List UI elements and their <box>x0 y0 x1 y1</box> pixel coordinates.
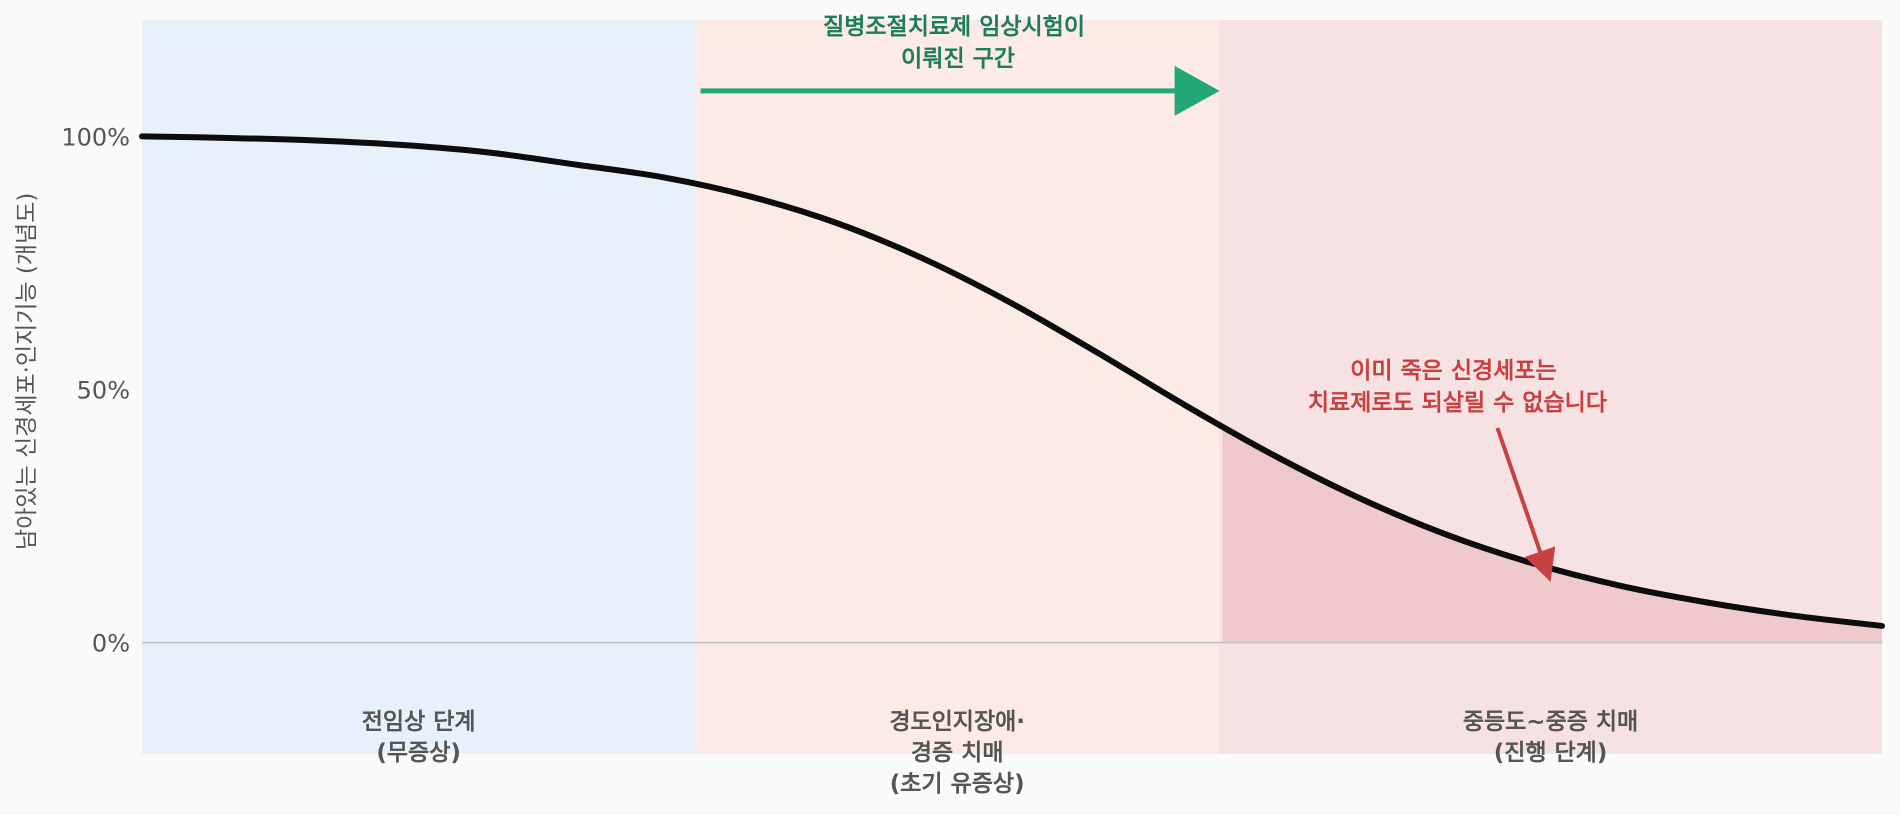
y-axis: 0% 50% 100% <box>61 123 130 657</box>
trial-label-line-2: 이뤄진 구간 <box>901 46 1015 72</box>
phase-label-3-line-2: (진행 단계) <box>1494 740 1608 766</box>
dead-cells-arrow <box>1495 427 1556 582</box>
shaded-area <box>1222 426 1882 643</box>
phase-labels: 전임상 단계 (무증상) 경도인지장애· 경증 치매 (초기 유증상) 중등도~중증 치매… <box>362 709 1638 797</box>
phase-label-1: 전임상 단계 (무증상) <box>362 709 476 766</box>
irreversible-region <box>1222 426 1882 643</box>
series-line <box>139 133 1885 629</box>
phase-band-1 <box>142 20 696 754</box>
phase-label-1-line-2: (무증상) <box>376 740 461 766</box>
y-tick-label: 100% <box>61 123 130 151</box>
trial-label-line-1: 질병조절치료제 임상시험이 <box>823 14 1085 40</box>
phase-band-2 <box>695 20 1220 754</box>
phase-label-2-line-2: 경증 치매 <box>911 740 1004 766</box>
phase-bands <box>142 20 1882 754</box>
y-axis-label: 남아있는 신경세포·인지기능 (개념도) <box>14 193 40 550</box>
y-tick-label: 0% <box>92 630 130 658</box>
phase-label-3-line-1: 중등도~중증 치매 <box>1463 709 1638 735</box>
dead-cells-label-line-2: 치료제로도 되살릴 수 없습니다 <box>1308 390 1607 416</box>
trial-annotation: 질병조절치료제 임상시험이 이뤄진 구간 <box>700 14 1220 116</box>
dead-cells-annotation: 이미 죽은 신경세포는 치료제로도 되살릴 수 없습니다 <box>1308 358 1607 582</box>
series-group <box>139 133 1885 629</box>
phase-label-1-line-1: 전임상 단계 <box>362 709 476 735</box>
phase-band-3 <box>1219 20 1882 754</box>
y-tick-label: 50% <box>77 377 130 405</box>
svg-text:질병조절치료제 임상시험이 이뤄진 구간: 질병조절치료제 임상시험이 이뤄진 구간 <box>823 14 1093 72</box>
phase-label-3: 중등도~중증 치매 (진행 단계) <box>1463 709 1638 766</box>
phase-label-2-line-3: (초기 유증상) <box>890 771 1025 797</box>
phase-label-2: 경도인지장애· 경증 치매 (초기 유증상) <box>889 709 1025 797</box>
svg-text:이미 죽은 신경세포는 치료제로도 되살릴 수: 이미 죽은 신경세포는 치료제로도 되살릴 수 없습니다 <box>1308 358 1607 416</box>
phase-label-2-line-1: 경도인지장애· <box>889 709 1025 735</box>
dead-cells-label-line-1: 이미 죽은 신경세포는 <box>1350 358 1556 384</box>
